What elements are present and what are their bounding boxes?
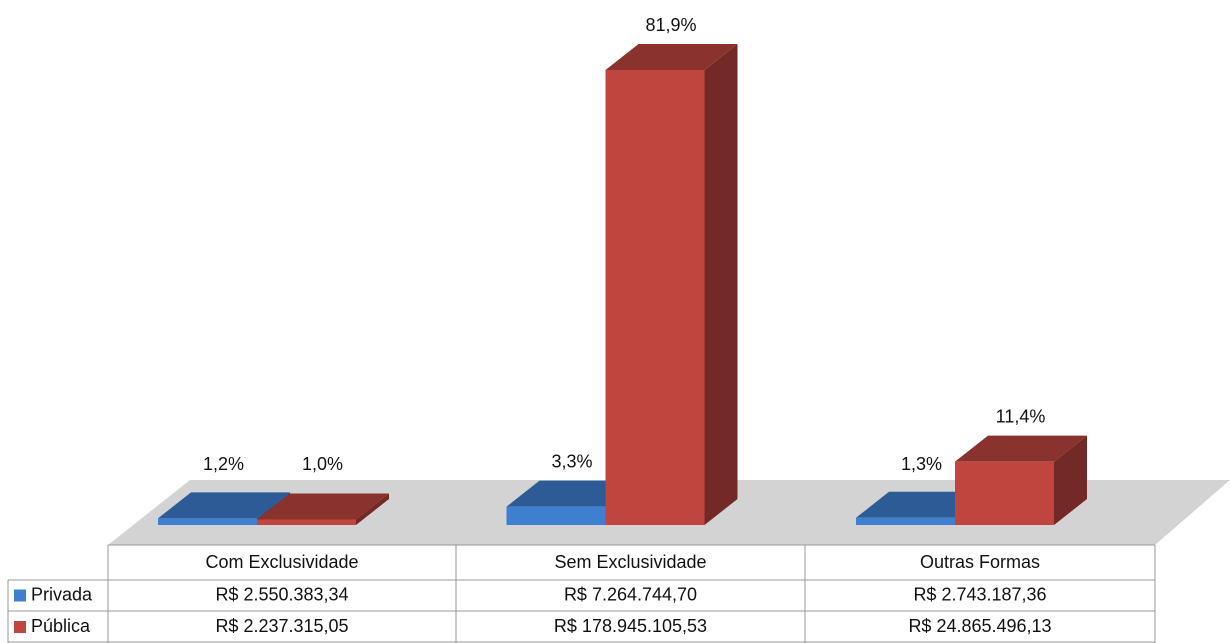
data-label: 3,3% <box>551 451 592 471</box>
category-label: Com Exclusividade <box>205 552 358 572</box>
bar <box>856 517 955 525</box>
bar-side <box>356 493 389 525</box>
table-value: R$ 24.865.496,13 <box>908 616 1051 636</box>
bar-top <box>158 492 290 519</box>
data-label: 81,9% <box>645 15 696 35</box>
bar-side <box>704 44 738 525</box>
bar-top <box>257 493 389 520</box>
data-label: 1,2% <box>203 454 244 474</box>
legend-label: Pública <box>31 616 91 636</box>
legend-label: Privada <box>31 584 93 604</box>
table-value: R$ 2.550.383,34 <box>215 584 348 604</box>
bar <box>257 519 356 525</box>
legend-swatch <box>14 621 26 633</box>
data-label: 1,0% <box>302 454 343 474</box>
bar <box>955 461 1054 525</box>
bar-top <box>955 435 1087 462</box>
table-value: R$ 2.237.315,05 <box>215 616 348 636</box>
table-value: R$ 7.264.744,70 <box>564 584 697 604</box>
category-label: Sem Exclusividade <box>554 552 706 572</box>
bar-top <box>605 44 738 70</box>
table-value: R$ 2.743.187,36 <box>913 584 1046 604</box>
legend-swatch <box>14 589 26 602</box>
bar-side <box>1054 435 1087 525</box>
bar <box>506 506 606 525</box>
data-label: 11,4% <box>996 406 1046 426</box>
category-label: Outras Formas <box>920 552 1040 572</box>
bar <box>605 70 705 525</box>
data-label: 1,3% <box>901 454 942 474</box>
bar <box>158 518 257 525</box>
table-value: R$ 178.945.105,53 <box>554 616 707 636</box>
